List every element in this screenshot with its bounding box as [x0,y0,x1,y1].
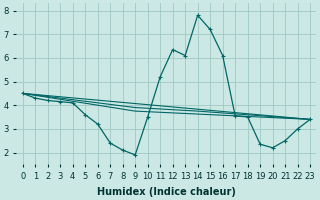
X-axis label: Humidex (Indice chaleur): Humidex (Indice chaleur) [97,187,236,197]
